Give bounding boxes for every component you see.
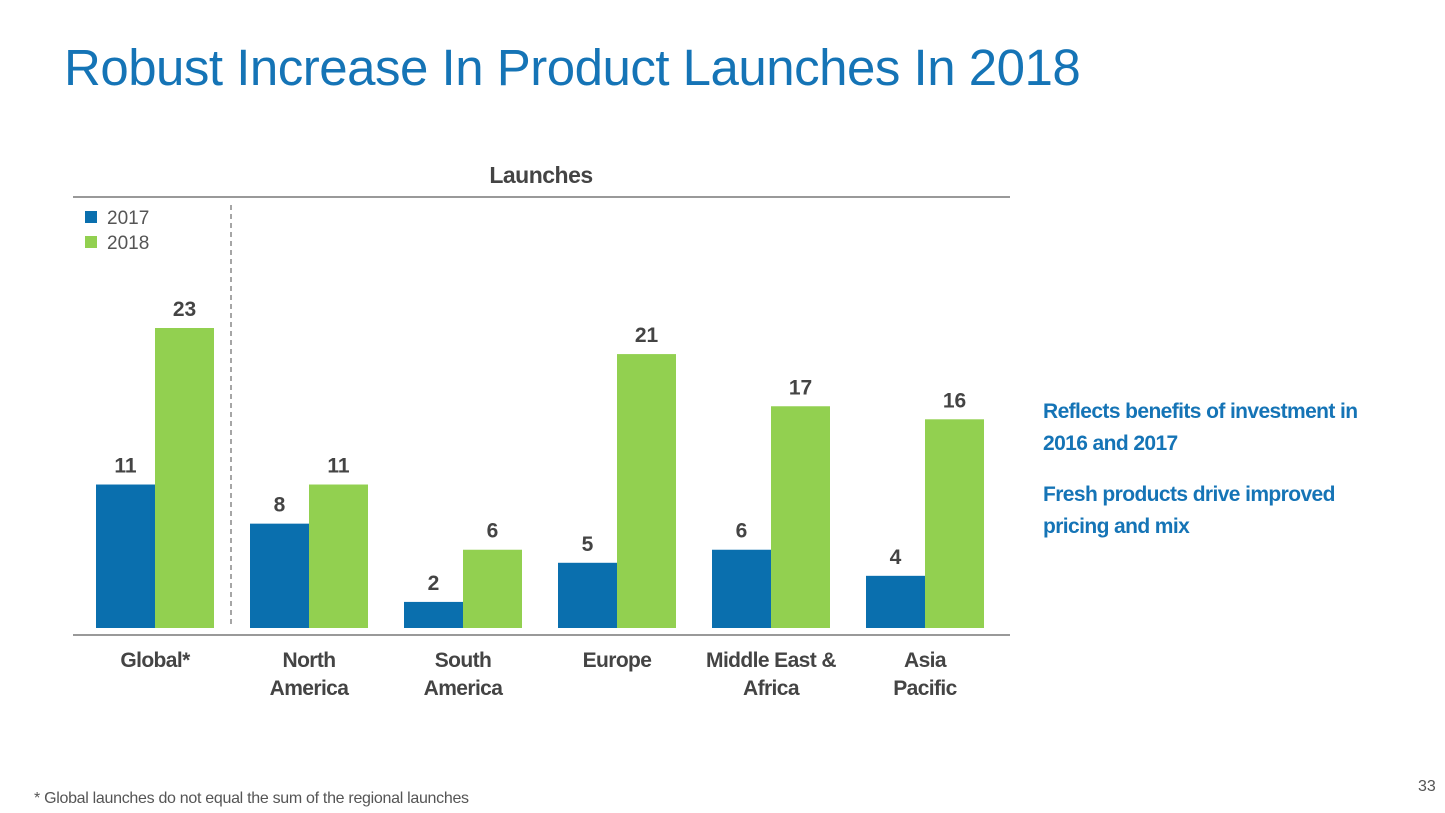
data-label-2018-5: 16 — [943, 389, 966, 412]
bar-2018-1 — [309, 484, 368, 628]
legend-label-2017: 2017 — [107, 208, 149, 229]
data-label-2018-1: 11 — [327, 455, 350, 478]
bar-2017-3 — [558, 562, 617, 628]
bar-2017-5 — [866, 575, 925, 628]
footnote: * Global launches do not equal the sum o… — [34, 790, 469, 807]
legend-swatch-2018 — [85, 236, 97, 248]
bar-2018-5 — [925, 419, 984, 628]
chart-title: Launches — [489, 162, 592, 188]
data-label-2018-3: 21 — [635, 324, 659, 347]
bar-2018-2 — [463, 549, 522, 628]
bar-2017-2 — [404, 601, 463, 628]
data-label-2018-0: 23 — [173, 298, 196, 321]
data-label-2017-2: 2 — [428, 572, 440, 595]
category-label-5: Pacific — [893, 677, 957, 700]
note-investment: Reflects benefits of investment in 2016 … — [1043, 400, 1358, 455]
category-label-5: Asia — [904, 649, 947, 672]
legend-swatch-2017 — [85, 211, 97, 223]
bar-2018-3 — [617, 354, 676, 628]
bar-2018-0 — [155, 328, 214, 628]
bar-2017-0 — [96, 484, 155, 628]
category-label-1: America — [270, 677, 350, 700]
page-title: Robust Increase In Product Launches In 2… — [64, 39, 1081, 96]
data-label-2017-3: 5 — [582, 533, 594, 556]
bar-2018-4 — [771, 406, 830, 628]
page-number: 33 — [1418, 778, 1436, 795]
data-label-2017-1: 8 — [274, 494, 286, 517]
category-label-4: Africa — [743, 677, 800, 700]
category-label-1: North — [283, 649, 336, 672]
category-label-4: Middle East & — [706, 649, 836, 672]
data-label-2017-5: 4 — [890, 546, 902, 569]
category-label-3: Europe — [583, 649, 652, 672]
data-label-2018-4: 17 — [789, 376, 812, 399]
category-label-2: America — [424, 677, 504, 700]
category-label-2: South — [435, 649, 491, 672]
data-label-2017-4: 6 — [736, 520, 748, 543]
data-label-2018-2: 6 — [487, 520, 499, 543]
legend-label-2018: 2018 — [107, 233, 149, 254]
bar-2017-4 — [712, 549, 771, 628]
category-label-0: Global* — [120, 649, 191, 672]
note-pricing: Fresh products drive improved pricing an… — [1043, 483, 1335, 538]
data-label-2017-0: 11 — [114, 455, 137, 478]
bar-2017-1 — [250, 523, 309, 628]
